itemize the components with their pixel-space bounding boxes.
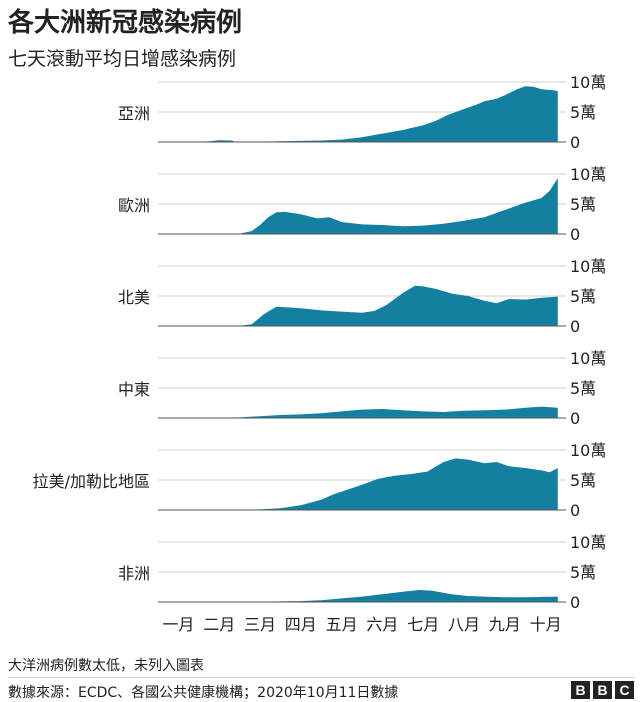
series-area xyxy=(158,86,558,142)
series-area xyxy=(158,458,558,510)
y-tick-label: 0 xyxy=(570,133,580,152)
x-tick-label: 九月 xyxy=(489,615,521,634)
x-tick-label: 七月 xyxy=(407,615,439,634)
x-tick-label: 六月 xyxy=(366,615,398,634)
logo-letter: C xyxy=(615,681,634,699)
x-tick-label: 四月 xyxy=(285,615,317,634)
y-tick-label: 0 xyxy=(570,225,580,244)
y-tick-label: 10萬 xyxy=(570,165,606,184)
y-tick-label: 10萬 xyxy=(570,349,606,368)
series-area xyxy=(158,406,558,418)
series-label: 亞洲 xyxy=(118,104,150,123)
x-tick-label: 三月 xyxy=(244,615,276,634)
y-tick-label: 10萬 xyxy=(570,441,606,460)
chart-svg: 05萬10萬亞洲05萬10萬歐洲05萬10萬北美05萬10萬中東05萬10萬拉美… xyxy=(33,73,607,634)
y-tick-label: 5萬 xyxy=(570,563,596,582)
y-tick-label: 0 xyxy=(570,317,580,336)
series-area xyxy=(158,178,558,234)
logo-letter: B xyxy=(571,681,590,699)
y-tick-label: 5萬 xyxy=(570,287,596,306)
chart-subtitle: 七天滾動平均日增感染病例 xyxy=(8,48,237,70)
x-tick-label: 二月 xyxy=(203,615,235,634)
logo-letter: B xyxy=(593,681,612,699)
series-label: 拉美/加勒比地區 xyxy=(33,472,150,491)
footer-divider xyxy=(8,677,634,678)
y-tick-label: 10萬 xyxy=(570,533,606,552)
bbc-logo: B B C xyxy=(571,681,634,699)
series-label: 北美 xyxy=(118,288,150,307)
y-tick-label: 0 xyxy=(570,501,580,520)
chart-title: 各大洲新冠感染病例 xyxy=(8,8,243,38)
source-note: 數據來源：ECDC、各國公共健康機構；2020年10月11日數據 xyxy=(8,685,399,701)
x-tick-label: 十月 xyxy=(530,615,562,634)
y-tick-label: 5萬 xyxy=(570,471,596,490)
y-tick-label: 5萬 xyxy=(570,103,596,122)
y-tick-label: 5萬 xyxy=(570,379,596,398)
series-label: 非洲 xyxy=(118,564,150,583)
footnote: 大洋洲病例數太低，未列入圖表 xyxy=(8,658,204,674)
y-tick-label: 5萬 xyxy=(570,195,596,214)
y-tick-label: 0 xyxy=(570,593,580,612)
x-tick-label: 五月 xyxy=(326,615,358,634)
series-label: 歐洲 xyxy=(118,196,150,215)
series-area xyxy=(158,590,558,602)
x-tick-label: 一月 xyxy=(162,615,194,634)
x-tick-label: 八月 xyxy=(448,615,480,634)
y-tick-label: 0 xyxy=(570,409,580,428)
y-tick-label: 10萬 xyxy=(570,73,606,92)
y-tick-label: 10萬 xyxy=(570,257,606,276)
series-label: 中東 xyxy=(118,380,150,399)
series-area xyxy=(158,285,558,326)
